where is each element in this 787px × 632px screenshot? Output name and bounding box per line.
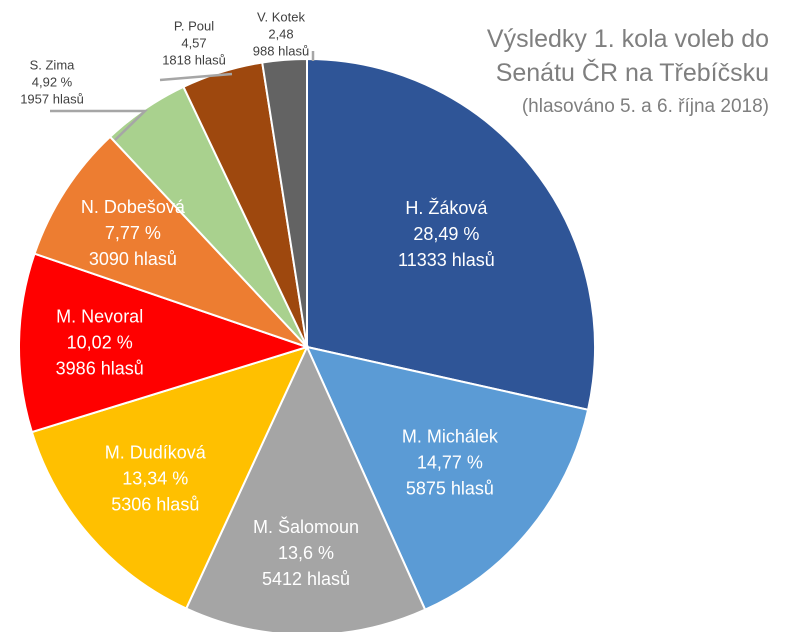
slice-name-h-zakova: H. Žáková — [405, 198, 488, 218]
pie-slice-v-kotek — [261, 57, 308, 348]
leader-line-s-zima — [50, 109, 149, 141]
slice-votes-v-kotek: 988 hlasů — [253, 43, 309, 58]
slice-votes-p-poul: 1818 hlasů — [162, 52, 226, 67]
pie-slices — [18, 57, 596, 632]
slice-votes-n-dobesova: 3090 hlasů — [89, 249, 177, 269]
slice-percent-m-nevoral: 10,02 % — [67, 333, 133, 353]
slice-votes-m-dudikova: 5306 hlasů — [111, 495, 199, 515]
pie-slice-n-dobesova — [33, 135, 308, 348]
slice-name-v-kotek: V. Kotek — [257, 9, 305, 24]
data-label-n-dobesova: N. Dobešová 7,77 % 3090 hlasů — [81, 197, 186, 269]
slice-name-m-salomoun: M. Šalomoun — [253, 516, 359, 537]
pie-slice-m-nevoral — [18, 252, 311, 434]
pie-slice-h-zakova — [306, 57, 596, 412]
leader-lines — [50, 51, 315, 141]
data-labels: H. Žáková 28,49 % 11333 hlasů M. Michálek 14… — [20, 9, 499, 589]
pie-slice-m-michalek — [305, 345, 590, 611]
slice-percent-p-poul: 4,57 — [181, 35, 206, 50]
slice-percent-m-dudikova: 13,34 % — [122, 469, 188, 489]
slice-votes-s-zima: 1957 hlasů — [20, 91, 84, 106]
slice-percent-s-zima: 4,92 % — [32, 74, 73, 89]
slice-votes-m-salomoun: 5412 hlasů — [262, 569, 350, 589]
leader-line-p-poul — [159, 72, 233, 82]
pie-slice-m-salomoun — [184, 344, 427, 632]
data-label-s-zima: S. Zima 4,92 % 1957 hlasů — [20, 57, 84, 106]
slice-percent-h-zakova: 28,49 % — [413, 224, 479, 244]
slice-percent-m-salomoun: 13,6 % — [278, 543, 334, 563]
data-label-v-kotek: V. Kotek 2,48 988 hlasů — [253, 9, 309, 58]
slice-percent-n-dobesova: 7,77 % — [105, 223, 161, 243]
chart-title-line-2: Senátu ČR na Třebíčsku — [495, 59, 769, 87]
slice-name-p-poul: P. Poul — [174, 18, 214, 33]
slice-name-m-nevoral: M. Nevoral — [56, 307, 143, 327]
chart-title-block: Výsledky 1. kola voleb do Senátu ČR na T… — [449, 22, 769, 122]
slice-votes-m-nevoral: 3986 hlasů — [56, 359, 144, 379]
pie-slice-m-dudikova — [30, 345, 309, 610]
chart-subtitle: (hlasováno 5. a 6. října 2018) — [521, 96, 769, 117]
slice-votes-m-michalek: 5875 hlasů — [406, 478, 494, 498]
slice-percent-m-michalek: 14,77 % — [417, 452, 483, 472]
data-label-m-dudikova: M. Dudíková 13,34 % 5306 hlasů — [105, 443, 207, 515]
data-label-m-salomoun: M. Šalomoun 13,6 % 5412 hlasů — [253, 516, 359, 589]
data-label-h-zakova: H. Žáková 28,49 % 11333 hlasů — [398, 198, 495, 270]
slice-name-s-zima: S. Zima — [30, 57, 76, 72]
data-label-m-nevoral: M. Nevoral 10,02 % 3986 hlasů — [56, 307, 144, 379]
data-label-m-michalek: M. Michálek 14,77 % 5875 hlasů — [402, 426, 499, 498]
slice-votes-h-zakova: 11333 hlasů — [398, 250, 495, 270]
slice-name-m-dudikova: M. Dudíková — [105, 443, 207, 463]
data-label-p-poul: P. Poul 4,57 1818 hlasů — [162, 18, 226, 67]
slice-name-m-michalek: M. Michálek — [402, 426, 499, 446]
slice-percent-v-kotek: 2,48 — [268, 26, 293, 41]
slice-name-n-dobesova: N. Dobešová — [81, 197, 186, 217]
chart-title-line-1: Výsledky 1. kola voleb do — [486, 25, 769, 53]
